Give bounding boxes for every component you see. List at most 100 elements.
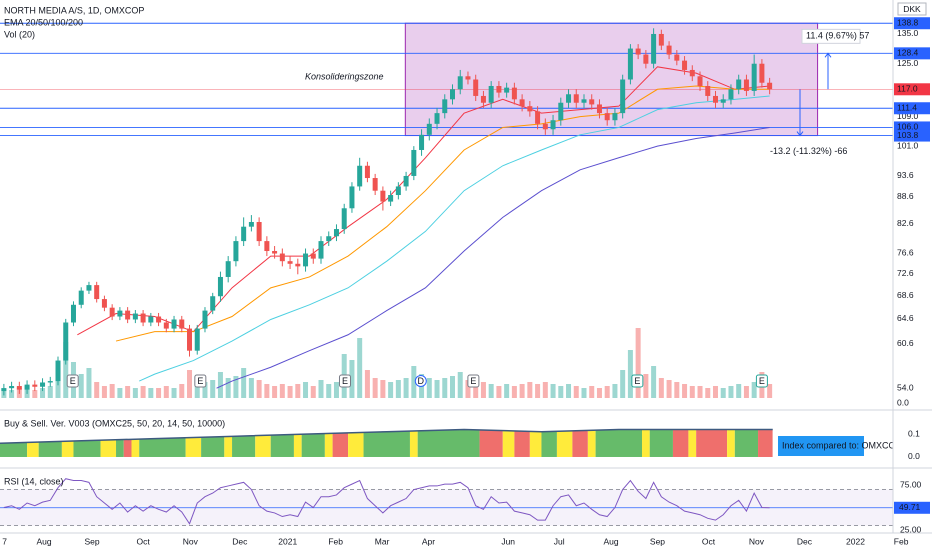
event-label: E xyxy=(342,376,348,386)
event-marker: E xyxy=(194,374,207,388)
candle-body xyxy=(333,229,339,237)
volume-bar xyxy=(101,386,107,398)
candle-body xyxy=(496,85,502,93)
volume-bar xyxy=(705,388,711,398)
level-label: 138.8 xyxy=(897,17,919,27)
signal-stripe xyxy=(270,429,294,457)
signal-stripe xyxy=(556,429,573,457)
volume-bar xyxy=(426,378,432,398)
x-tick-label: Apr xyxy=(422,536,435,546)
x-tick-label: Feb xyxy=(894,536,909,546)
volume-bar xyxy=(63,342,69,398)
x-tick-label: Jun xyxy=(501,536,515,546)
volume-bar xyxy=(496,386,502,398)
volume-bar xyxy=(9,390,15,398)
y-tick-label: 25.00 xyxy=(900,524,922,534)
y-tick-label: 93.6 xyxy=(897,170,914,180)
volume-bar xyxy=(272,386,278,398)
signal-stripe xyxy=(348,429,364,457)
volume-bar xyxy=(666,380,672,398)
volume-bar xyxy=(140,386,146,398)
candle-body xyxy=(666,45,672,55)
event-badge xyxy=(66,374,79,388)
volume-bar xyxy=(109,384,115,398)
volume-bar xyxy=(349,360,355,398)
event-badge xyxy=(338,374,351,388)
event-label: D xyxy=(418,376,425,386)
y-tick-label: 82.6 xyxy=(897,218,914,228)
signal-stripe xyxy=(479,429,503,457)
candle-body xyxy=(674,54,680,61)
candle-body xyxy=(349,186,355,209)
volume-bar xyxy=(566,384,572,398)
candle-body xyxy=(473,79,479,96)
volume-bar xyxy=(194,380,200,398)
volume-bar xyxy=(47,386,53,398)
event-label: E xyxy=(197,376,203,386)
signal-stripe xyxy=(529,429,542,457)
pane-title: RSI (14, close) xyxy=(4,476,64,486)
ema-line xyxy=(115,85,770,342)
level-badge xyxy=(894,17,930,30)
x-tick-label: Sep xyxy=(84,536,99,546)
volume-bar xyxy=(187,370,193,398)
level-label: 103.8 xyxy=(897,130,919,140)
x-tick-label: Dec xyxy=(232,536,248,546)
volume-bar xyxy=(117,388,123,398)
signal-stripe xyxy=(514,429,530,457)
candle-body xyxy=(728,89,734,100)
candle-body xyxy=(32,384,38,387)
candle-body xyxy=(759,63,765,83)
candle-body xyxy=(372,178,378,191)
volume-bar xyxy=(751,382,757,398)
event-label: E xyxy=(470,376,476,386)
currency: DKK xyxy=(903,4,921,14)
volume-bar xyxy=(589,386,595,398)
level-badge xyxy=(894,102,930,115)
event-marker: E xyxy=(631,374,644,388)
candle-body xyxy=(9,386,15,389)
candle-body xyxy=(248,222,254,227)
candle-body xyxy=(682,60,688,70)
volume-bar xyxy=(86,368,92,398)
y-tick-label: 72.6 xyxy=(897,268,914,278)
signal-stripe xyxy=(502,429,515,457)
candle-body xyxy=(171,319,177,329)
event-marker: E xyxy=(755,374,768,388)
candle-body xyxy=(78,290,84,305)
candle-body xyxy=(86,285,92,291)
candle-body xyxy=(140,313,146,323)
x-tick-label: Aug xyxy=(37,536,52,546)
candle-body xyxy=(411,149,417,176)
volume-bar xyxy=(635,328,641,398)
volume-bar xyxy=(457,372,463,398)
candle-body xyxy=(712,95,718,103)
volume-bar xyxy=(558,386,564,398)
candle-body xyxy=(233,241,239,262)
signal-stripe xyxy=(363,429,410,457)
level-label: 128.4 xyxy=(897,48,919,58)
candle-body xyxy=(442,99,448,114)
pane-title: Buy & Sell. Ver. V003 (OMXC25, 50, 20, 1… xyxy=(4,418,225,428)
signal-stripe xyxy=(131,429,140,457)
candle-body xyxy=(550,120,556,130)
volume-bar xyxy=(264,384,270,398)
band-line xyxy=(0,428,773,444)
signal-stripe xyxy=(61,429,74,457)
volume-bar xyxy=(504,384,510,398)
candle-body xyxy=(318,241,324,259)
volume-bar xyxy=(581,388,587,398)
signal-stripe xyxy=(332,429,349,457)
y-tick-label: 125.0 xyxy=(897,58,919,68)
volume-bar xyxy=(682,384,688,398)
arrow-head xyxy=(796,131,804,137)
signal-stripe xyxy=(123,429,132,457)
volume-bar xyxy=(279,384,285,398)
candle-body xyxy=(403,175,409,187)
candle-body xyxy=(527,106,533,112)
y-tick-label: 60.6 xyxy=(897,338,914,348)
y-tick-label: 68.6 xyxy=(897,290,914,300)
candle-body xyxy=(303,253,309,267)
volume-tick-label: 0.0 xyxy=(897,397,909,407)
